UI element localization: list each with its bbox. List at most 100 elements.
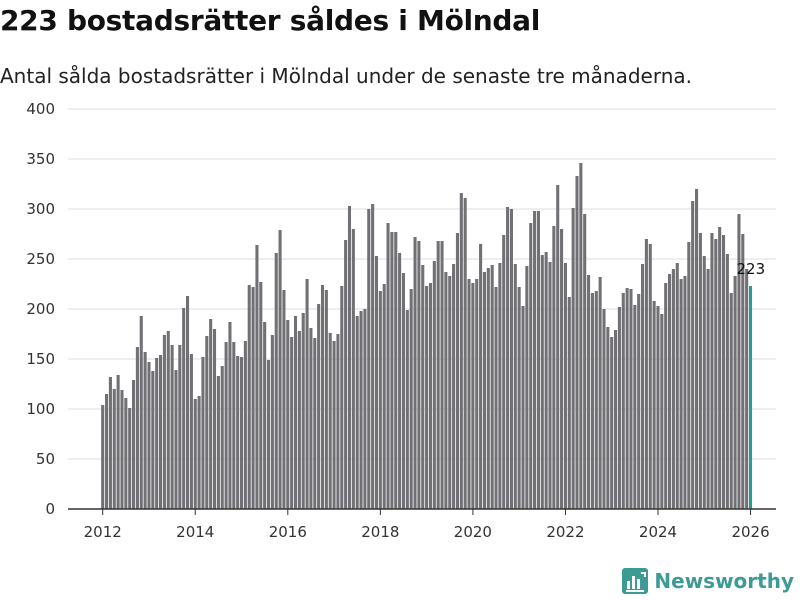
bar [243, 341, 247, 509]
y-tick-label: 200 [26, 300, 55, 318]
bar [332, 341, 336, 509]
bar [313, 338, 317, 509]
bar [236, 356, 240, 509]
bar [637, 294, 641, 509]
x-tick-label: 2014 [176, 523, 214, 541]
bar [671, 269, 675, 509]
bar [224, 342, 228, 509]
bar [170, 345, 174, 509]
bar [629, 289, 633, 509]
bar [228, 322, 232, 509]
bar [587, 275, 591, 509]
bar [644, 239, 648, 509]
bar [386, 223, 390, 509]
x-tick-label: 2026 [731, 523, 769, 541]
bar [371, 204, 375, 509]
bar [563, 263, 567, 509]
bar [556, 185, 560, 509]
x-tick-label: 2018 [361, 523, 399, 541]
bar [394, 232, 398, 509]
bar [355, 316, 359, 509]
bar [463, 198, 467, 509]
bar [166, 331, 170, 509]
bar [112, 389, 116, 509]
bar [467, 279, 471, 509]
bar [155, 358, 159, 509]
bar [390, 232, 394, 509]
bar [718, 227, 722, 509]
bar [401, 273, 406, 509]
bar [425, 286, 429, 509]
newsworthy-bar-chart-icon [622, 568, 649, 594]
bar [120, 390, 124, 509]
chart-title: 223 bostadsrätter såldes i Mölndal [0, 4, 541, 37]
bar [212, 329, 217, 509]
bar [274, 253, 278, 509]
bar [405, 310, 409, 509]
bar [382, 284, 386, 509]
x-tick-label: 2024 [639, 523, 677, 541]
bar [729, 293, 733, 509]
bar [691, 201, 695, 509]
bar [286, 320, 290, 509]
bar [664, 283, 668, 509]
bar [490, 265, 494, 509]
bar [344, 240, 348, 509]
bar [162, 335, 166, 509]
newsworthy-logo: Newsworthy [622, 568, 794, 594]
bar [590, 293, 594, 509]
bar [610, 337, 614, 509]
bar [598, 277, 602, 509]
chart-subtitle: Antal sålda bostadsrätter i Mölndal unde… [0, 64, 693, 88]
bar [151, 371, 155, 509]
bar [687, 242, 691, 509]
bar [733, 276, 737, 509]
y-tick-label: 250 [26, 250, 55, 268]
x-tick-label: 2016 [269, 523, 307, 541]
bar [147, 362, 151, 509]
y-tick-label: 150 [26, 350, 55, 368]
bar [745, 269, 749, 509]
bar [421, 265, 425, 509]
bar [486, 268, 490, 509]
bar [560, 229, 564, 509]
bar [374, 256, 379, 509]
axes: 0 50 100 150 200 250 300 350 400 223 2012 2014 2016 2… [26, 100, 776, 541]
y-tick-label: 100 [26, 400, 55, 418]
bar [444, 272, 448, 509]
bar [108, 377, 112, 509]
bar [475, 279, 479, 509]
bar [494, 287, 498, 509]
y-tick-label: 50 [36, 450, 55, 468]
bar [282, 290, 286, 509]
bar [533, 211, 537, 509]
bar [482, 272, 486, 509]
bar [320, 285, 325, 509]
bar [683, 276, 687, 509]
bar [101, 405, 105, 509]
bar [128, 408, 132, 509]
bar [625, 288, 629, 509]
bar [679, 279, 683, 509]
bar [652, 301, 656, 509]
bar [695, 189, 699, 509]
bar [174, 370, 178, 509]
bar [347, 206, 352, 509]
bar [571, 208, 575, 509]
bar [216, 376, 220, 509]
bar [513, 264, 517, 509]
bar [305, 279, 309, 509]
bars [101, 163, 753, 509]
bar [706, 269, 710, 509]
bar [675, 263, 679, 509]
y-tick-label: 350 [26, 150, 55, 168]
x-tick-label: 2020 [454, 523, 492, 541]
latest-value-label: 223 [737, 260, 766, 278]
bar [139, 316, 143, 509]
bar [432, 261, 436, 509]
bar [602, 309, 606, 509]
bar [193, 399, 197, 509]
bar [201, 357, 205, 509]
bar [455, 233, 459, 509]
